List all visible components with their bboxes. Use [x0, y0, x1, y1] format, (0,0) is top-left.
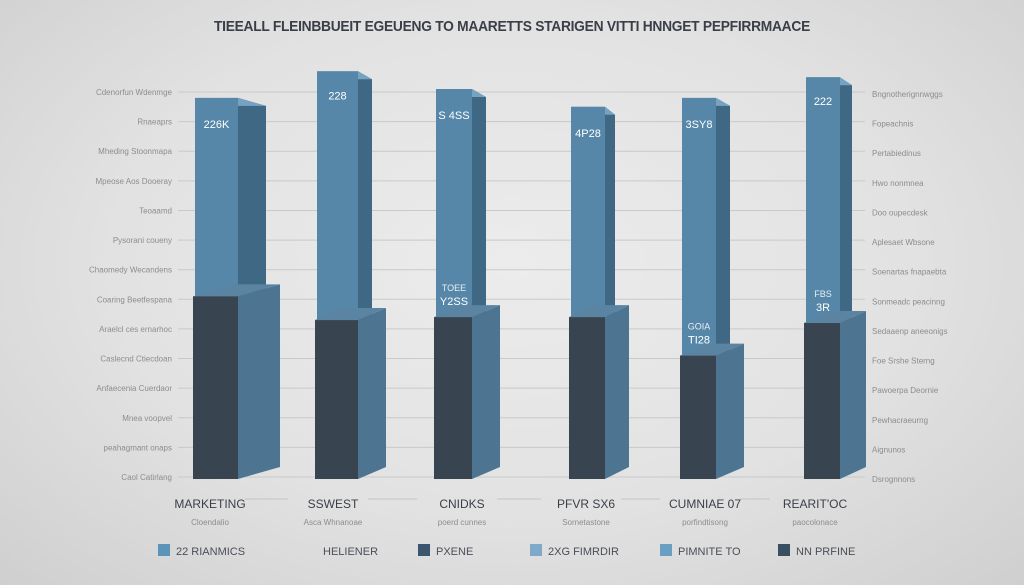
- bar-value-label: S 4SS: [438, 110, 469, 122]
- left-tick-label: Mnea voopvel: [122, 414, 172, 423]
- left-tick-label: Araelcl ces ernarhoc: [99, 325, 172, 334]
- right-tick-label: Soenartas fnapaebta: [872, 268, 947, 277]
- left-tick-label: Coaring Beetfespana: [97, 295, 173, 304]
- legend-swatch: [418, 544, 430, 556]
- bar-lower-segment: [193, 296, 238, 479]
- left-tick-label: Rnaeaprs: [137, 118, 172, 127]
- right-tick-label: Dsrognnons: [872, 475, 915, 484]
- bar-lower-side: [472, 305, 500, 479]
- legend-swatch: [660, 544, 672, 556]
- bar-upper-segment: [806, 77, 840, 323]
- bar-upper-side: [716, 97, 730, 364]
- legend-label: NN PRFINE: [796, 546, 855, 558]
- bar-lower-top: [569, 305, 629, 318]
- bar-lower-segment: [569, 317, 605, 479]
- left-tick-label: Teoaamd: [139, 206, 172, 215]
- right-tick-label: Doo oupecdesk: [872, 208, 929, 217]
- right-tick-label: Foe Srshe Sterng: [872, 357, 935, 366]
- left-tick-label: Caslecnd Ctiecdoan: [100, 355, 172, 364]
- bar-upper-segment: [317, 71, 358, 321]
- right-tick-label: Sedaaenp aneeonigs: [872, 327, 948, 336]
- category-label: CNIDKS: [439, 497, 484, 511]
- left-tick-label: Mpeose Aos Dooeray: [96, 177, 173, 186]
- bar-lower-top: [315, 308, 386, 321]
- bar-value-label: 222: [814, 96, 832, 108]
- left-tick-label: Caol Catirlang: [121, 473, 172, 482]
- legend-label: PIMNITE TO: [678, 546, 741, 558]
- bar-mid-label: Y2SS: [440, 296, 468, 308]
- category-label: CUMNIAE 07: [669, 497, 741, 511]
- left-tick-label: Cdenorfun Wdenmge: [96, 88, 173, 97]
- legend-label: 22 RIANMICS: [176, 546, 245, 558]
- bar-lower-top: [680, 343, 744, 356]
- right-tick-label: Bngnotherignnwggs: [872, 90, 943, 99]
- left-tick-label: peahagmant onaps: [104, 443, 173, 452]
- bar-upper-side: [472, 89, 486, 326]
- legend-label: PXENE: [436, 546, 473, 558]
- bar-upper-side: [840, 77, 852, 331]
- legend-swatch: [778, 544, 790, 556]
- bar-mid-label: 3R: [816, 302, 830, 314]
- category-sublabel: Sornetastone: [562, 518, 610, 527]
- bar-lower-side: [238, 284, 280, 479]
- bar-lower-segment: [804, 323, 840, 479]
- category-label: PFVR SX6: [557, 497, 615, 511]
- bar-lower-segment: [680, 355, 716, 479]
- legend-label: HELIENER: [323, 546, 378, 558]
- bar-upper-segment: [195, 97, 238, 297]
- bar-lower-top: [804, 311, 866, 323]
- right-tick-label: Pertabiedinus: [872, 149, 921, 158]
- bar-upper-side: [605, 106, 615, 326]
- bar-lower-side: [840, 311, 866, 479]
- legend-swatch: [530, 544, 542, 556]
- category-label: REARIT'OC: [783, 497, 848, 511]
- right-tick-label: Sonmeadc peacinng: [872, 297, 945, 306]
- legend-label: 2XG FIMRDIR: [548, 546, 619, 558]
- bar-mid-label: TOEE: [442, 283, 466, 293]
- left-tick-label: Anfaecenia Cuerdaor: [96, 384, 172, 393]
- bar-upper-segment: [571, 106, 605, 318]
- bar-upper-side: [358, 71, 372, 329]
- bar-upper-side: [238, 97, 266, 305]
- bar-lower-side: [358, 308, 386, 479]
- right-tick-label: Pawoerpa Deornie: [872, 386, 939, 395]
- bar-value-label: 4P28: [575, 128, 601, 140]
- bar-value-label: 3SY8: [686, 119, 713, 131]
- category-sublabel: porfindtisong: [682, 518, 728, 527]
- bar-lower-segment: [315, 320, 358, 479]
- chart-title: TIEEALL FLEINBBUEIT EGEUENG TO MAARETTS …: [213, 18, 810, 35]
- bar-mid-label: GOIA: [688, 322, 711, 332]
- category-sublabel: poerd cunnes: [438, 518, 486, 527]
- bar-lower-side: [716, 343, 744, 479]
- bar-lower-top: [434, 305, 500, 318]
- bar-value-label: 228: [328, 90, 346, 102]
- bar-value-label: 226K: [204, 119, 230, 131]
- left-tick-label: Mheding Stoonmapa: [98, 147, 172, 156]
- bar-lower-top: [193, 284, 280, 297]
- category-sublabel: Asca Whnanoae: [304, 518, 363, 527]
- right-tick-label: Aplesaet Wbsone: [872, 238, 935, 247]
- bar-mid-label: TI28: [688, 335, 710, 347]
- bar-lower-side: [605, 305, 629, 479]
- bar-upper-segment: [682, 97, 716, 356]
- right-tick-label: Pewhacraeurng: [872, 416, 928, 425]
- right-tick-label: Hwo nonmnea: [872, 179, 924, 188]
- left-tick-label: Pysorani coueny: [113, 236, 172, 245]
- category-sublabel: paocolonace: [792, 518, 838, 527]
- bar-lower-segment: [434, 317, 472, 479]
- category-label: SSWEST: [308, 497, 359, 511]
- bar-upper-segment: [436, 89, 472, 318]
- bar-mid-label: FBS: [814, 289, 832, 299]
- left-tick-label: Chaomedy Wecandens: [89, 266, 172, 275]
- legend-swatch: [158, 544, 170, 556]
- category-label: MARKETING: [174, 497, 245, 511]
- right-tick-label: Fopeachnis: [872, 120, 913, 129]
- category-sublabel: Cloendalio: [191, 518, 229, 527]
- right-tick-label: Aignunos: [872, 445, 905, 454]
